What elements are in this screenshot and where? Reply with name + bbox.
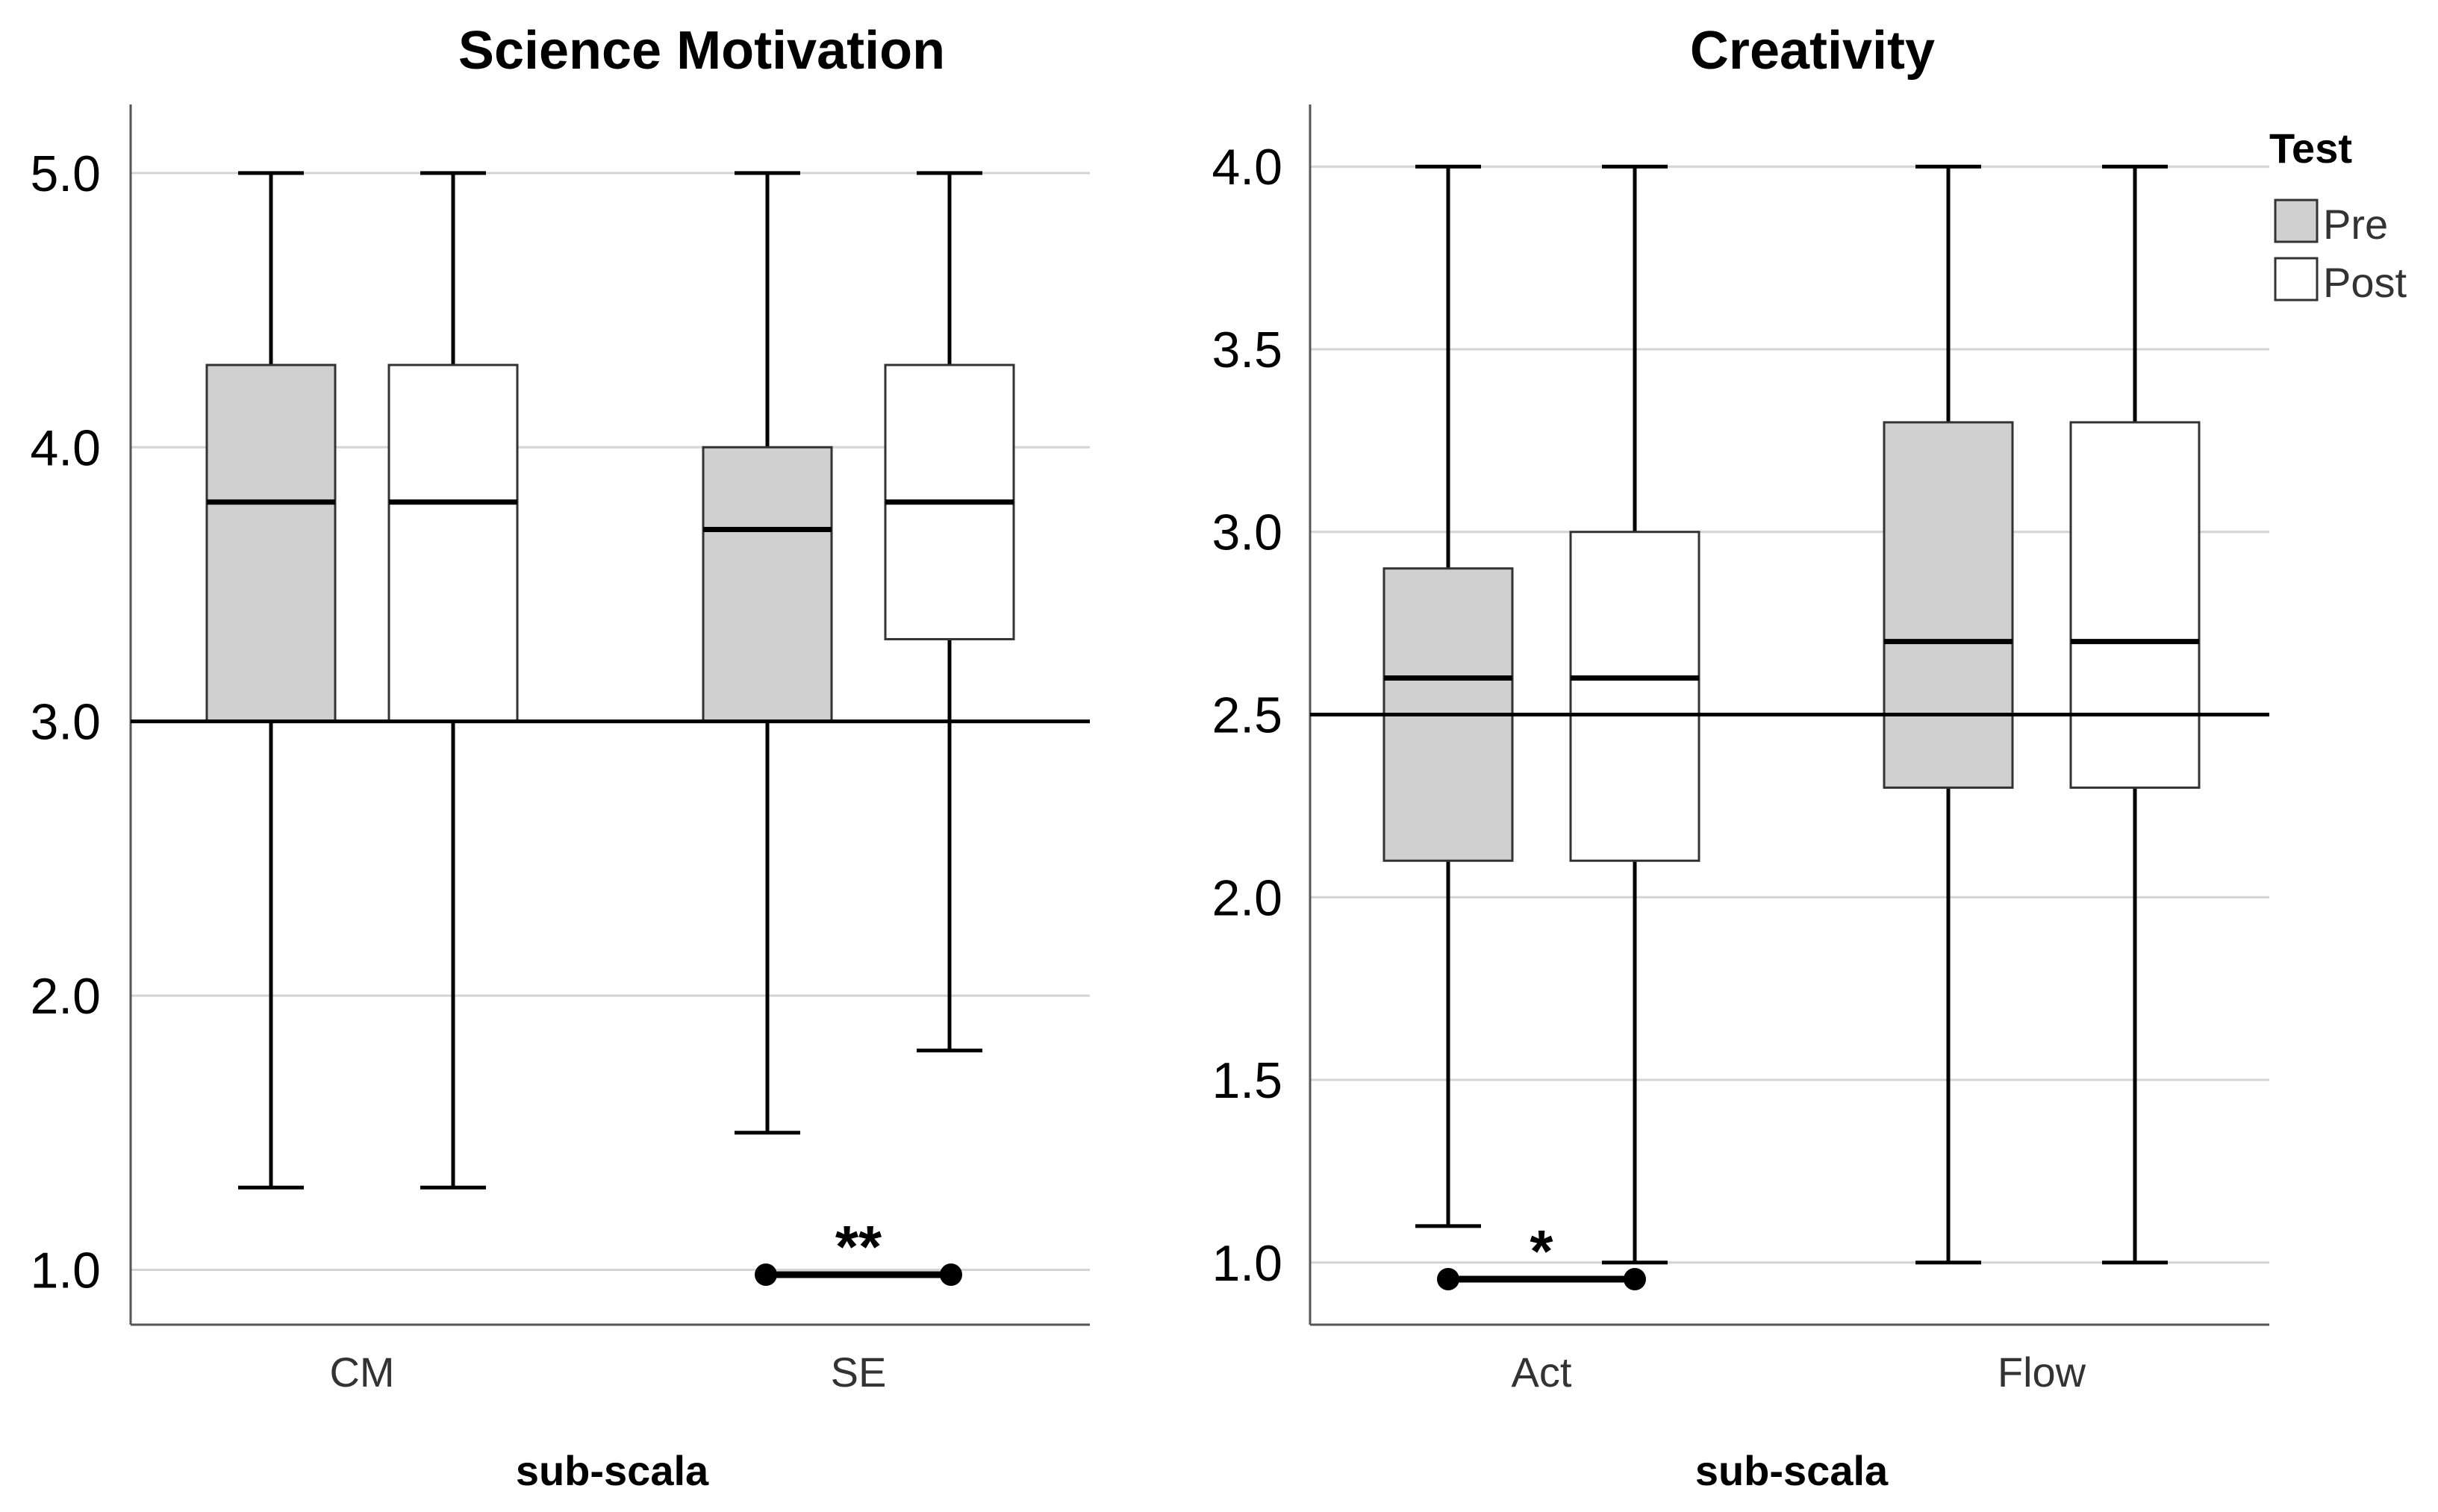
y-tick-label: 4.0 [30, 419, 101, 476]
box-post-flow [2069, 421, 2201, 789]
y-tick-label: 1.0 [1212, 1235, 1282, 1292]
chart-panel-1: 1.0 1.5 2.0 2.5 3.0 3.5 4.0 Act Flow Creativity su… [1212, 21, 2269, 1494]
significance-dot-right [940, 1263, 962, 1286]
legend-swatch-pre [2274, 199, 2319, 243]
y-tick-label: 5.0 [30, 146, 101, 202]
legend: Test Pre Post [2269, 125, 2407, 306]
significance-label: ** [835, 1213, 882, 1280]
y-tick-label: 1.5 [1212, 1052, 1282, 1109]
box-pre-cm [205, 363, 337, 723]
y-tick-label: 3.0 [30, 694, 101, 751]
box-post-cm [387, 363, 519, 723]
significance-dot-right [1624, 1268, 1646, 1290]
x-axis-label: sub-scala [516, 1447, 709, 1494]
y-tick-label: 4.0 [1212, 139, 1282, 196]
significance-dot-left [755, 1263, 777, 1286]
box-post-act [1569, 531, 1700, 862]
significance-dot-left [1437, 1268, 1459, 1290]
legend-label-pre: Pre [2323, 201, 2388, 248]
box-pre-flow [1883, 421, 2014, 789]
chart-panel-0: 1.0 2.0 3.0 4.0 5.0 CM SE Science Motivation sub… [30, 21, 1090, 1494]
x-tick-label: Flow [1998, 1349, 2086, 1396]
legend-label-post: Post [2323, 259, 2407, 306]
y-tick-label: 2.0 [1212, 869, 1282, 926]
x-tick-label: SE [831, 1349, 887, 1396]
y-tick-label: 1.0 [30, 1243, 101, 1299]
chart-title: Creativity [1690, 21, 1935, 81]
significance-label: * [1530, 1218, 1553, 1284]
y-tick-label: 2.5 [1212, 687, 1282, 744]
x-axis-label: sub-scala [1695, 1447, 1889, 1494]
legend-swatch-post [2274, 257, 2319, 302]
legend-title: Test [2269, 125, 2352, 172]
chart-title: Science Motivation [458, 21, 945, 81]
x-tick-label: CM [329, 1349, 394, 1396]
x-tick-label: Act [1512, 1349, 1572, 1396]
y-tick-label: 3.5 [1212, 322, 1282, 378]
y-tick-label: 2.0 [30, 968, 101, 1025]
y-tick-label: 3.0 [1212, 504, 1282, 561]
box-pre-se [702, 446, 833, 723]
